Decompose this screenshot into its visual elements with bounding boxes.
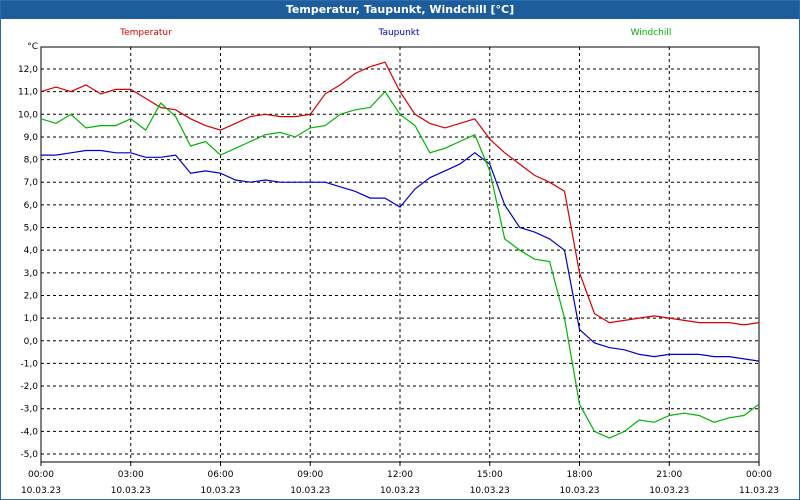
x-tick-time: 18:00 (567, 470, 593, 480)
x-tick-date: 10.03.23 (559, 486, 599, 496)
series-line-windchill (40, 90, 760, 439)
x-tick-date: 10.03.23 (290, 486, 330, 496)
y-tick-label: 6,0 (24, 201, 39, 211)
y-axis-unit: °C (27, 42, 38, 52)
x-tick-date: 10.03.23 (380, 486, 420, 496)
x-tick-time: 03:00 (118, 470, 144, 480)
y-tick-label: -5,0 (20, 450, 38, 460)
y-tick-label: 8,0 (24, 156, 39, 166)
chart-title: Temperatur, Taupunkt, Windchill [°C] (1, 1, 799, 19)
y-tick-label: 0,0 (24, 337, 39, 347)
legend-windchill: Windchill (631, 28, 672, 38)
y-tick-label: 7,0 (24, 178, 39, 188)
x-tick-time: 00:00 (746, 470, 772, 480)
y-tick-label: 9,0 (24, 133, 39, 143)
y-tick-label: 10,0 (18, 110, 38, 120)
x-tick-date: 10.03.23 (21, 486, 61, 496)
x-tick-date: 10.03.23 (470, 486, 510, 496)
y-tick-label: 2,0 (24, 291, 39, 301)
y-tick-label: 5,0 (24, 224, 39, 234)
y-tick-label: -4,0 (20, 427, 38, 437)
x-tick-date: 10.03.23 (111, 486, 151, 496)
x-tick-date: 10.03.23 (200, 486, 240, 496)
y-tick-label: -3,0 (20, 405, 38, 415)
y-tick-label: 11,0 (18, 88, 38, 98)
x-tick-time: 21:00 (656, 470, 682, 480)
y-tick-label: 4,0 (24, 246, 39, 256)
y-tick-label: 3,0 (24, 269, 39, 279)
legend-temperatur: Temperatur (119, 28, 172, 38)
y-tick-label: 1,0 (24, 314, 39, 324)
x-tick-date: 10.03.23 (649, 486, 689, 496)
x-tick-time: 12:00 (387, 470, 413, 480)
y-tick-label: -1,0 (20, 359, 38, 369)
x-tick-time: 09:00 (297, 470, 323, 480)
x-tick-time: 00:00 (28, 470, 54, 480)
series-line-taupunkt (41, 149, 760, 362)
x-tick-date: 11.03.23 (739, 486, 779, 496)
legend-taupunkt: Taupunkt (377, 28, 420, 38)
x-tick-time: 06:00 (208, 470, 234, 480)
series-line-temperatur (40, 61, 760, 326)
y-tick-label: -2,0 (20, 382, 38, 392)
y-tick-label: 12,0 (18, 65, 38, 75)
x-tick-time: 15:00 (477, 470, 503, 480)
